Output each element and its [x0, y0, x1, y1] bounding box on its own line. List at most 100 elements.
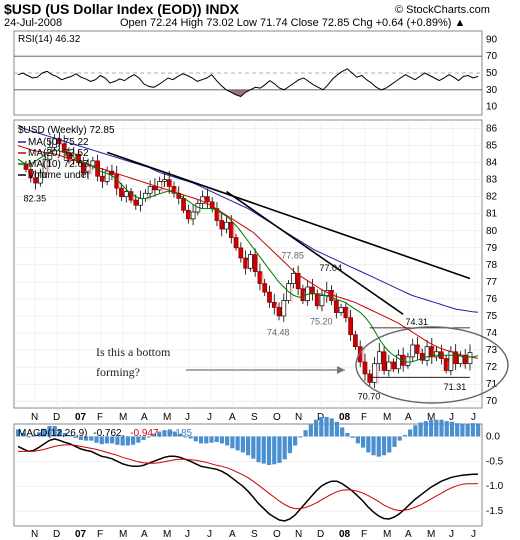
candle	[281, 293, 287, 322]
macd-histogram-bar	[110, 436, 115, 444]
macd-histogram-bar	[361, 436, 366, 448]
candle	[147, 180, 153, 199]
candle	[410, 338, 416, 362]
rsi-tick-label: 50	[486, 68, 498, 79]
macd-histogram-bar	[392, 436, 397, 447]
macd-tick-label: 0.0	[486, 431, 500, 442]
price-tick-label: 82	[486, 192, 498, 203]
candle	[271, 293, 279, 315]
macd-histogram-bar	[434, 419, 439, 437]
rsi-panel: RSI(14) 46.32 90 70 50 30 10	[13, 30, 498, 116]
macd-histogram-bar	[188, 436, 193, 439]
price-tick-label: 80	[486, 226, 498, 237]
candle	[123, 184, 129, 203]
macd-histogram-bar	[402, 435, 408, 437]
macd-histogram-bar	[120, 436, 125, 446]
legend-entry: Volume undef	[28, 170, 89, 181]
candle	[252, 248, 258, 277]
macd-signal-line	[18, 444, 479, 512]
trendline	[226, 190, 404, 315]
macd-histogram-bar	[387, 436, 392, 453]
macd-histogram-bar	[141, 436, 146, 440]
x-tick-label: D	[317, 529, 324, 540]
macd-histogram-bar	[308, 424, 313, 437]
price-legend-title: $USD (Weekly) 72.85	[18, 125, 115, 136]
candle	[453, 344, 459, 371]
candle	[157, 176, 165, 194]
annotation-line-2: forming?	[96, 365, 140, 379]
macd-histogram-bar	[340, 427, 345, 437]
candle	[76, 150, 81, 166]
price-tick-label: 72	[486, 362, 498, 373]
price-point-label: 70.70	[358, 391, 381, 401]
x-tick-label: A	[141, 529, 148, 540]
candle	[128, 187, 136, 204]
x-tick-label: A	[405, 412, 412, 423]
macd-histogram-bar	[115, 436, 120, 445]
price-tick-label: 75	[486, 311, 498, 322]
macd-histogram-bar	[57, 429, 63, 437]
macd-histogram-bar	[42, 428, 47, 437]
candle	[319, 288, 325, 312]
rsi-tick-label: 30	[486, 85, 498, 96]
candle	[267, 285, 272, 308]
candle	[28, 163, 36, 183]
x-tick-label: N	[295, 529, 302, 540]
macd-histogram-bar	[146, 436, 151, 438]
candle	[37, 168, 43, 187]
candle	[152, 178, 158, 197]
macd-histogram-bar	[131, 436, 136, 445]
macd-histogram-bar	[251, 436, 256, 459]
macd-histogram-bar	[376, 436, 381, 457]
price-tick-label: 73	[486, 345, 498, 356]
candle	[419, 348, 425, 365]
candle	[171, 181, 179, 198]
candle	[462, 349, 468, 369]
macd-histogram-bar	[21, 432, 26, 437]
legend-entry: MA(20) 72.52	[28, 148, 89, 159]
macd-histogram-bar	[350, 436, 355, 438]
x-tick-label: J	[471, 412, 476, 423]
macd-histogram-bar	[334, 421, 340, 437]
x-tick-label: A	[141, 412, 148, 423]
candle	[85, 158, 93, 180]
x-tick-label: N	[31, 529, 38, 540]
macd-line	[17, 438, 478, 522]
x-tick-label: F	[361, 529, 367, 540]
x-tick-label: J	[185, 529, 190, 540]
macd-histogram-bar	[465, 423, 470, 437]
x-tick-label: M	[383, 529, 391, 540]
candle	[162, 172, 167, 187]
candle	[295, 265, 301, 296]
candle	[467, 344, 473, 371]
macd-histogram-bar	[423, 421, 428, 437]
candle	[396, 349, 401, 374]
macd-histogram-bar	[99, 436, 104, 445]
macd-histogram-bar	[167, 430, 172, 437]
macd-histogram-bar	[371, 436, 376, 456]
candle	[205, 188, 210, 209]
price-tick-label: 74	[486, 328, 498, 339]
macd-histogram-bar	[183, 436, 188, 438]
price-point-label: 71.31	[444, 382, 467, 392]
macd-histogram-bar	[282, 436, 287, 460]
rsi-tick-label: 70	[486, 51, 498, 62]
macd-histogram-bar	[83, 436, 89, 441]
candle	[424, 340, 430, 366]
macd-panel: 0.0 -0.5 -1.0 -1.5 MACD(12,26,9) -0.762, -0…	[13, 416, 504, 527]
macd-histogram-bar	[428, 419, 434, 437]
x-tick-label: D	[53, 412, 60, 423]
macd-histogram-bar	[178, 433, 183, 437]
chart-title: $USD (US Dollar Index (EOD)) INDX	[4, 1, 240, 17]
price-point-label: 77.04	[320, 263, 343, 273]
candle	[233, 234, 239, 251]
macd-histogram-bar	[408, 429, 413, 437]
price-tick-label: 83	[486, 175, 498, 186]
rsi-line	[17, 68, 479, 98]
macd-histogram-bar	[277, 436, 282, 463]
x-tick-label: M	[383, 412, 391, 423]
candle	[257, 263, 265, 291]
price-point-label: 75.20	[310, 316, 333, 326]
rsi-tick-label: 10	[486, 102, 498, 113]
x-tick-label: N	[31, 412, 38, 423]
